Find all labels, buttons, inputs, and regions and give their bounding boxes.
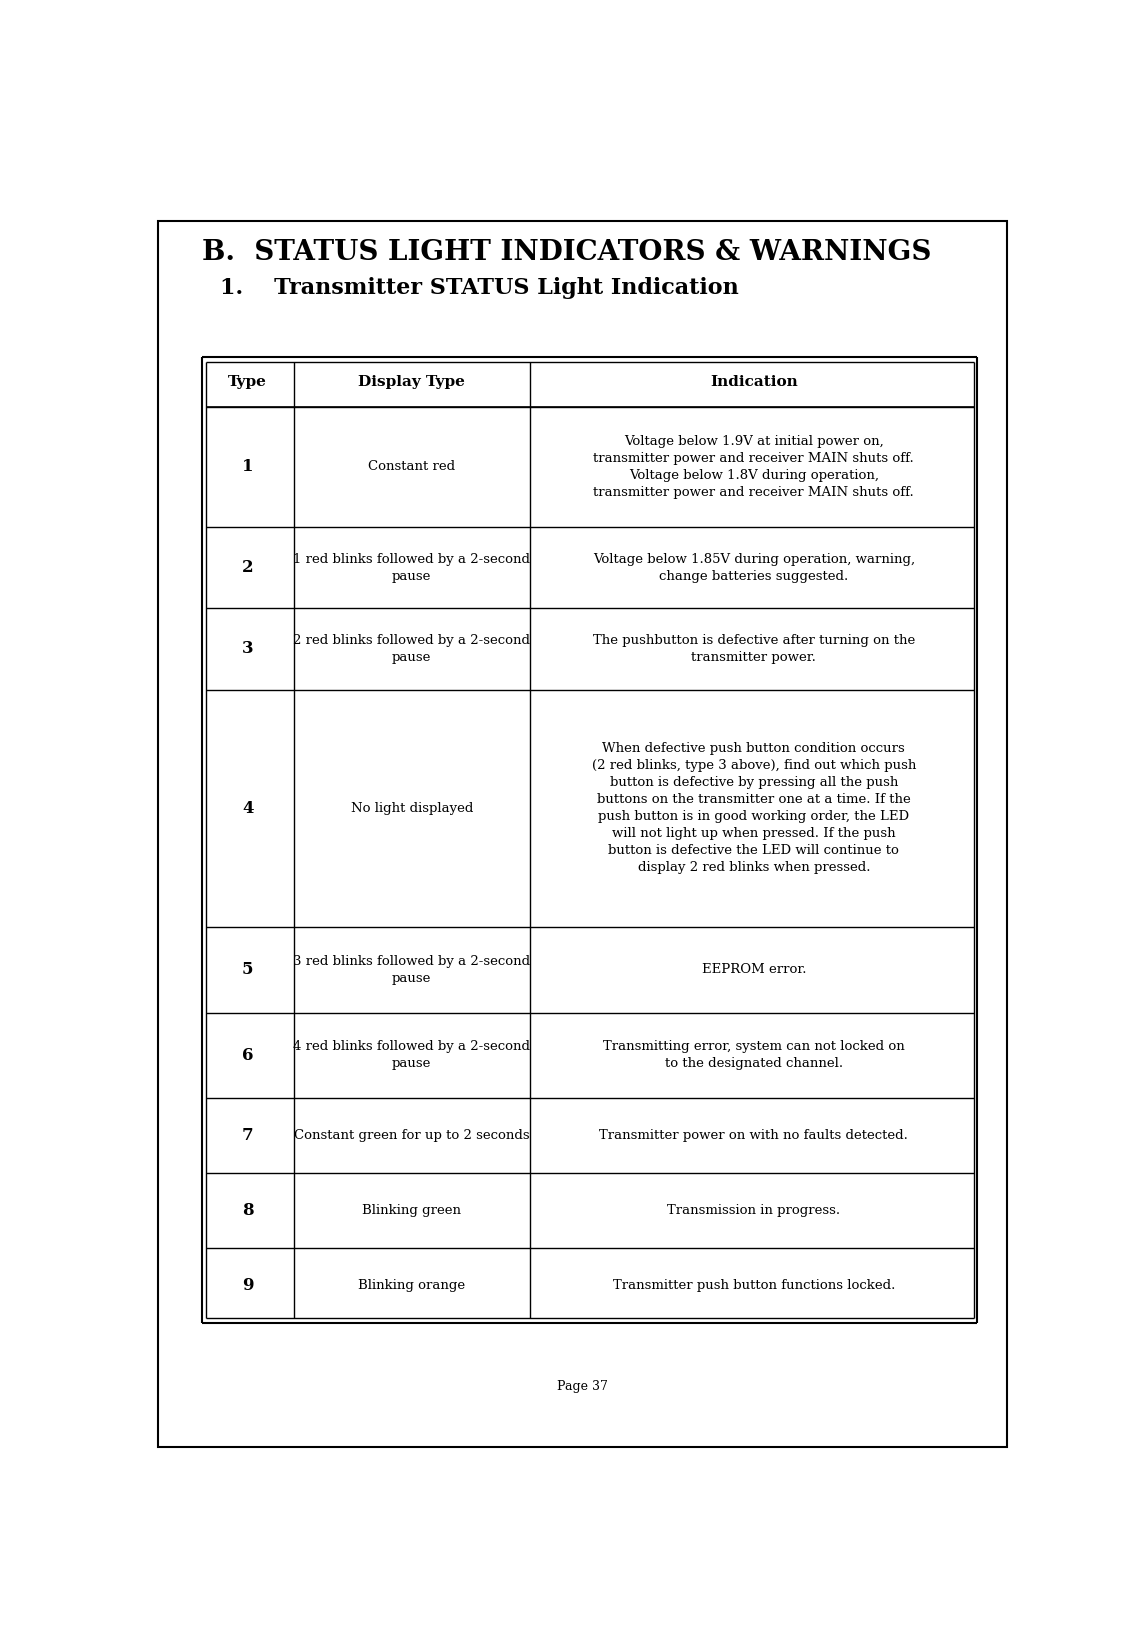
Text: Blinking green: Blinking green	[363, 1204, 462, 1217]
Text: Indication: Indication	[709, 375, 798, 390]
Text: 2: 2	[242, 560, 254, 576]
Text: Display Type: Display Type	[358, 375, 465, 390]
Text: 2 red blinks followed by a 2-second
pause: 2 red blinks followed by a 2-second paus…	[293, 634, 530, 664]
Text: Constant red: Constant red	[368, 461, 455, 474]
Text: 6: 6	[242, 1047, 254, 1063]
Text: 4 red blinks followed by a 2-second
pause: 4 red blinks followed by a 2-second paus…	[293, 1040, 530, 1070]
Text: Type: Type	[229, 375, 267, 390]
Text: 3: 3	[242, 641, 254, 657]
Text: 7: 7	[242, 1128, 254, 1144]
Text: EEPROM error.: EEPROM error.	[702, 964, 806, 976]
Text: 1.    Transmitter STATUS Light Indication: 1. Transmitter STATUS Light Indication	[219, 277, 738, 299]
Text: 8: 8	[242, 1202, 254, 1218]
Text: 9: 9	[242, 1278, 254, 1294]
Text: Voltage below 1.9V at initial power on,
transmitter power and receiver MAIN shut: Voltage below 1.9V at initial power on, …	[594, 434, 914, 499]
Text: Page 37: Page 37	[557, 1380, 608, 1393]
Text: Transmitter power on with no faults detected.: Transmitter power on with no faults dete…	[599, 1129, 908, 1142]
Text: B.  STATUS LIGHT INDICATORS & WARNINGS: B. STATUS LIGHT INDICATORS & WARNINGS	[202, 239, 931, 266]
Text: 5: 5	[242, 961, 254, 979]
Text: Transmitter push button functions locked.: Transmitter push button functions locked…	[613, 1280, 895, 1293]
Text: Transmission in progress.: Transmission in progress.	[667, 1204, 840, 1217]
Text: Constant green for up to 2 seconds: Constant green for up to 2 seconds	[294, 1129, 530, 1142]
Text: The pushbutton is defective after turning on the
transmitter power.: The pushbutton is defective after turnin…	[592, 634, 915, 664]
Text: Voltage below 1.85V during operation, warning,
change batteries suggested.: Voltage below 1.85V during operation, wa…	[592, 553, 915, 583]
Text: 1 red blinks followed by a 2-second
pause: 1 red blinks followed by a 2-second paus…	[293, 553, 530, 583]
Text: Blinking orange: Blinking orange	[358, 1280, 465, 1293]
Text: No light displayed: No light displayed	[350, 802, 473, 816]
Text: 1: 1	[242, 459, 254, 475]
Text: When defective push button condition occurs
(2 red blinks, type 3 above), find o: When defective push button condition occ…	[591, 743, 916, 875]
Text: Transmitting error, system can not locked on
to the designated channel.: Transmitting error, system can not locke…	[603, 1040, 905, 1070]
Text: 4: 4	[242, 799, 254, 817]
Text: 3 red blinks followed by a 2-second
pause: 3 red blinks followed by a 2-second paus…	[293, 954, 530, 986]
